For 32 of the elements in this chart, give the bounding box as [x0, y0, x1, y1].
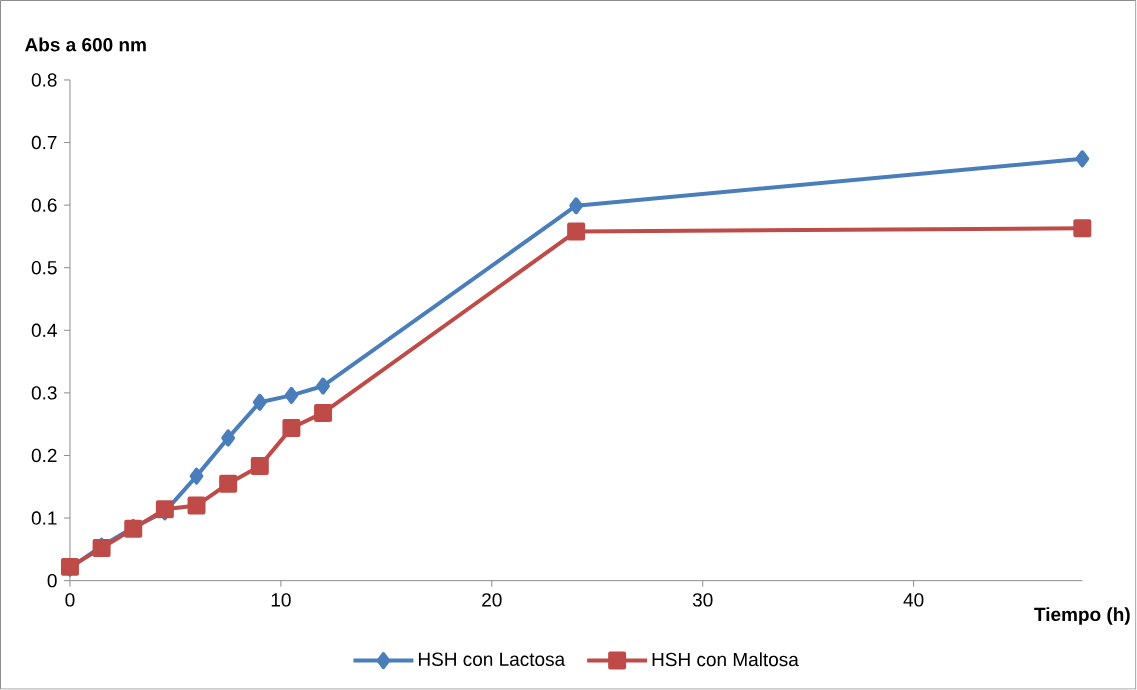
- point: [189, 467, 204, 485]
- y-axis-title: Abs a 600 nm: [24, 37, 146, 52]
- point: [250, 457, 269, 476]
- point: [1075, 150, 1090, 168]
- point: [567, 222, 586, 241]
- y-tick-label: 0.1: [31, 511, 57, 525]
- point: [314, 404, 333, 423]
- y-tick-label: 0.3: [31, 386, 57, 400]
- legend-label: HSH con Maltosa: [652, 652, 799, 667]
- point: [252, 393, 267, 411]
- y-tick-label: 0.6: [31, 198, 57, 213]
- x-tick-label: 40: [903, 593, 924, 607]
- point: [316, 377, 330, 395]
- y-tick-label: 0.7: [31, 136, 57, 150]
- x-tick-label: 10: [271, 593, 291, 607]
- y-tick-label: 0: [47, 574, 57, 588]
- y-tick-label: 0.8: [31, 73, 57, 87]
- x-tick-label: 20: [482, 593, 502, 607]
- legend-label: HSH con Lactosa: [418, 652, 566, 667]
- point: [282, 419, 301, 438]
- x-axis-title: Tiempo (h): [1034, 607, 1130, 626]
- point: [219, 474, 238, 493]
- point: [284, 387, 299, 405]
- y-tick-label: 0.5: [31, 261, 57, 275]
- point: [1073, 219, 1092, 238]
- y-tick-label: 0.4: [31, 323, 57, 338]
- point: [569, 197, 584, 215]
- x-tick-label: 0: [65, 593, 75, 607]
- point: [221, 429, 236, 447]
- y-tick-label: 0.2: [31, 448, 57, 463]
- x-tick-label: 30: [692, 593, 713, 607]
- point: [187, 496, 206, 515]
